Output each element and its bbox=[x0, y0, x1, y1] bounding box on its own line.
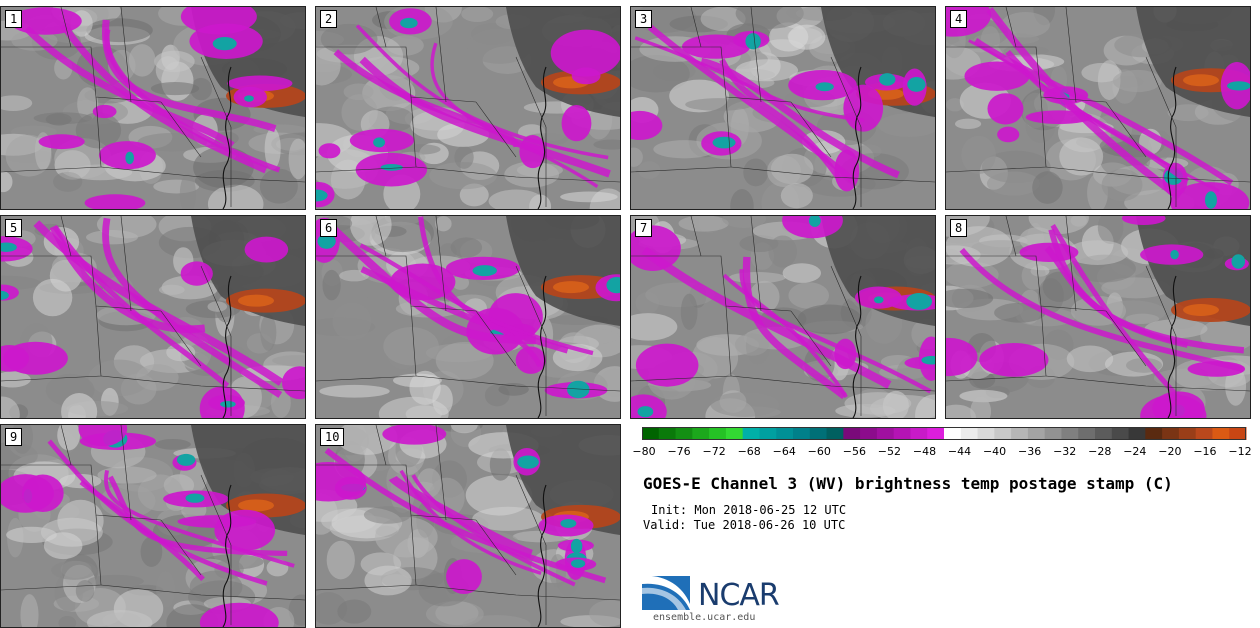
colorbar-tick-label: −64 bbox=[772, 445, 796, 458]
colorbar-swatch bbox=[1178, 427, 1197, 440]
colorbar-swatch bbox=[910, 427, 928, 440]
colorbar-tick-label: −44 bbox=[947, 445, 972, 458]
colorbar-swatch bbox=[692, 427, 710, 440]
ncar-logo bbox=[642, 575, 690, 610]
colorbar-tick-label: −72 bbox=[702, 445, 726, 458]
colorbar-swatch bbox=[776, 427, 794, 440]
colorbar-swatch bbox=[675, 427, 693, 440]
colorbar-tick-label: −28 bbox=[1088, 445, 1112, 458]
colorbar-swatch bbox=[826, 427, 844, 440]
colorbar-tick-label: −52 bbox=[877, 445, 902, 458]
colorbar-swatch bbox=[876, 427, 895, 440]
colorbar-tick-label: −24 bbox=[1123, 445, 1147, 458]
member-label: 10 bbox=[320, 428, 345, 446]
member-panel: 8 bbox=[945, 215, 1251, 419]
colorbar-swatch bbox=[843, 427, 861, 440]
member-panel: 3 bbox=[630, 6, 936, 210]
colorbar-swatch bbox=[1095, 427, 1113, 440]
colorbar-swatch bbox=[1195, 427, 1213, 440]
site-url: ensemble.ucar.edu bbox=[653, 612, 756, 623]
colorbar-tick-label: −16 bbox=[1193, 445, 1217, 458]
wv-map bbox=[946, 7, 1250, 209]
colorbar-tick-label: −48 bbox=[912, 445, 937, 458]
colorbar-swatch bbox=[809, 427, 828, 440]
wv-map bbox=[316, 425, 620, 627]
colorbar-swatch bbox=[1027, 427, 1046, 440]
colorbar-swatch bbox=[860, 427, 878, 440]
member-label: 9 bbox=[5, 428, 23, 446]
member-label: 3 bbox=[635, 10, 653, 28]
colorbar-swatch bbox=[1078, 427, 1096, 440]
member-panel: 2 bbox=[315, 6, 621, 210]
member-panel: 7 bbox=[630, 215, 936, 419]
member-panel: 5 bbox=[0, 215, 306, 419]
member-label: 5 bbox=[5, 219, 23, 237]
colorbar-swatch bbox=[1212, 427, 1230, 440]
wv-map bbox=[946, 216, 1250, 418]
member-label: 4 bbox=[950, 10, 968, 28]
member-panel: 9 bbox=[0, 424, 306, 628]
wv-map bbox=[631, 216, 935, 418]
colorbar-swatch bbox=[1145, 427, 1163, 440]
colorbar-swatch bbox=[642, 427, 660, 440]
colorbar-tick-label: −32 bbox=[1053, 445, 1077, 458]
colorbar-swatch bbox=[977, 427, 995, 440]
colorbar-swatch bbox=[1128, 427, 1146, 440]
colorbar-swatch bbox=[960, 427, 979, 440]
colorbar-swatch bbox=[1044, 427, 1062, 440]
wv-map bbox=[1, 7, 305, 209]
member-panel: 6 bbox=[315, 215, 621, 419]
colorbar-swatch bbox=[1111, 427, 1130, 440]
colorbar-swatch bbox=[893, 427, 911, 440]
init-time: Init: Mon 2018-06-25 12 UTC bbox=[651, 503, 847, 517]
colorbar-tick-label: −56 bbox=[842, 445, 866, 458]
colorbar bbox=[642, 427, 1247, 440]
member-label: 6 bbox=[320, 219, 338, 237]
colorbar-swatch bbox=[709, 427, 727, 440]
colorbar-tick-label: −40 bbox=[982, 445, 1007, 458]
colorbar-swatch bbox=[1229, 427, 1247, 440]
colorbar-swatch bbox=[742, 427, 760, 440]
colorbar-swatch bbox=[725, 427, 744, 440]
member-panel: 1 bbox=[0, 6, 306, 210]
colorbar-swatch bbox=[1162, 427, 1180, 440]
colorbar-tick-label: −20 bbox=[1158, 445, 1182, 458]
colorbar-tick-label: −12 bbox=[1228, 445, 1252, 458]
wv-map bbox=[1, 425, 305, 627]
member-label: 1 bbox=[5, 10, 23, 28]
member-panel: 4 bbox=[945, 6, 1251, 210]
wv-map bbox=[316, 216, 620, 418]
colorbar-swatch bbox=[944, 427, 962, 440]
colorbar-swatch bbox=[1061, 427, 1079, 440]
member-label: 2 bbox=[320, 10, 338, 28]
member-label: 7 bbox=[635, 219, 653, 237]
colorbar-swatch bbox=[994, 427, 1012, 440]
figure-title: GOES-E Channel 3 (WV) brightness temp po… bbox=[643, 474, 1173, 493]
wv-map bbox=[316, 7, 620, 209]
colorbar-swatch bbox=[1011, 427, 1029, 440]
colorbar-tick-label: −76 bbox=[667, 445, 691, 458]
member-panel: 10 bbox=[315, 424, 621, 628]
colorbar-tick-label: −36 bbox=[1018, 445, 1042, 458]
colorbar-tick-label: −68 bbox=[737, 445, 761, 458]
wv-map bbox=[631, 7, 935, 209]
colorbar-swatch bbox=[658, 427, 677, 440]
colorbar-swatch bbox=[759, 427, 777, 440]
valid-time: Valid: Tue 2018-06-26 10 UTC bbox=[643, 518, 846, 532]
member-label: 8 bbox=[950, 219, 968, 237]
colorbar-swatch bbox=[793, 427, 811, 440]
colorbar-tick-label: −60 bbox=[807, 445, 831, 458]
colorbar-tick-label: −80 bbox=[632, 445, 656, 458]
colorbar-swatch bbox=[927, 427, 945, 440]
logo-text: NCAR bbox=[698, 578, 780, 613]
wv-map bbox=[1, 216, 305, 418]
